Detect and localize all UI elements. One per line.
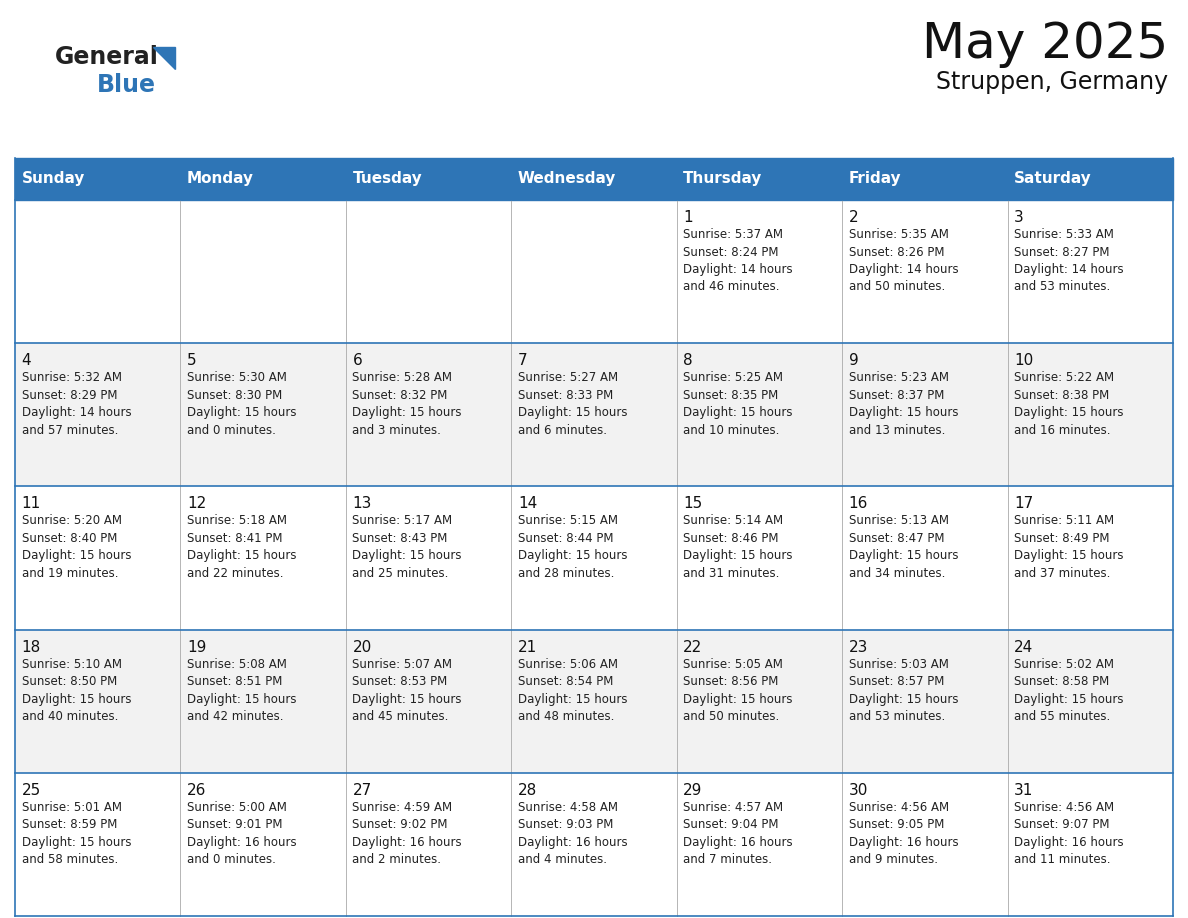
Text: Sunrise: 5:02 AM
Sunset: 8:58 PM
Daylight: 15 hours
and 55 minutes.: Sunrise: 5:02 AM Sunset: 8:58 PM Dayligh… [1015,657,1124,723]
Text: May 2025: May 2025 [922,20,1168,68]
Text: Sunrise: 4:57 AM
Sunset: 9:04 PM
Daylight: 16 hours
and 7 minutes.: Sunrise: 4:57 AM Sunset: 9:04 PM Dayligh… [683,800,792,867]
Text: 19: 19 [187,640,207,655]
Text: General: General [55,45,159,69]
Bar [15,773,1173,916]
Text: Wednesday: Wednesday [518,172,617,186]
Text: Sunrise: 5:11 AM
Sunset: 8:49 PM
Daylight: 15 hours
and 37 minutes.: Sunrise: 5:11 AM Sunset: 8:49 PM Dayligh… [1015,514,1124,580]
Polygon shape [153,47,175,69]
Text: Sunday: Sunday [21,172,86,186]
Text: Sunrise: 5:10 AM
Sunset: 8:50 PM
Daylight: 15 hours
and 40 minutes.: Sunrise: 5:10 AM Sunset: 8:50 PM Dayligh… [21,657,131,723]
Bar [15,343,1173,487]
Text: 12: 12 [187,497,207,511]
Text: 22: 22 [683,640,702,655]
Text: 2: 2 [848,210,859,225]
Text: Sunrise: 5:32 AM
Sunset: 8:29 PM
Daylight: 14 hours
and 57 minutes.: Sunrise: 5:32 AM Sunset: 8:29 PM Dayligh… [21,371,131,437]
Text: 29: 29 [683,783,703,798]
Text: 23: 23 [848,640,868,655]
Text: Sunrise: 5:15 AM
Sunset: 8:44 PM
Daylight: 15 hours
and 28 minutes.: Sunrise: 5:15 AM Sunset: 8:44 PM Dayligh… [518,514,627,580]
Text: 9: 9 [848,353,859,368]
Text: 15: 15 [683,497,702,511]
Text: Sunrise: 5:23 AM
Sunset: 8:37 PM
Daylight: 15 hours
and 13 minutes.: Sunrise: 5:23 AM Sunset: 8:37 PM Dayligh… [848,371,959,437]
Text: Thursday: Thursday [683,172,763,186]
Text: Sunrise: 5:27 AM
Sunset: 8:33 PM
Daylight: 15 hours
and 6 minutes.: Sunrise: 5:27 AM Sunset: 8:33 PM Dayligh… [518,371,627,437]
Text: 16: 16 [848,497,868,511]
Text: Sunrise: 5:33 AM
Sunset: 8:27 PM
Daylight: 14 hours
and 53 minutes.: Sunrise: 5:33 AM Sunset: 8:27 PM Dayligh… [1015,228,1124,294]
Text: Sunrise: 5:01 AM
Sunset: 8:59 PM
Daylight: 15 hours
and 58 minutes.: Sunrise: 5:01 AM Sunset: 8:59 PM Dayligh… [21,800,131,867]
Text: Sunrise: 5:20 AM
Sunset: 8:40 PM
Daylight: 15 hours
and 19 minutes.: Sunrise: 5:20 AM Sunset: 8:40 PM Dayligh… [21,514,131,580]
Text: 27: 27 [353,783,372,798]
Text: 14: 14 [518,497,537,511]
Text: Friday: Friday [848,172,902,186]
Text: 31: 31 [1015,783,1034,798]
Text: 5: 5 [187,353,197,368]
Text: 1: 1 [683,210,693,225]
Text: Sunrise: 5:05 AM
Sunset: 8:56 PM
Daylight: 15 hours
and 50 minutes.: Sunrise: 5:05 AM Sunset: 8:56 PM Dayligh… [683,657,792,723]
Text: 21: 21 [518,640,537,655]
Text: Sunrise: 4:56 AM
Sunset: 9:05 PM
Daylight: 16 hours
and 9 minutes.: Sunrise: 4:56 AM Sunset: 9:05 PM Dayligh… [848,800,959,867]
Text: 11: 11 [21,497,40,511]
Text: 18: 18 [21,640,40,655]
Text: Sunrise: 4:59 AM
Sunset: 9:02 PM
Daylight: 16 hours
and 2 minutes.: Sunrise: 4:59 AM Sunset: 9:02 PM Dayligh… [353,800,462,867]
Text: Sunrise: 5:18 AM
Sunset: 8:41 PM
Daylight: 15 hours
and 22 minutes.: Sunrise: 5:18 AM Sunset: 8:41 PM Dayligh… [187,514,297,580]
Text: Sunrise: 5:14 AM
Sunset: 8:46 PM
Daylight: 15 hours
and 31 minutes.: Sunrise: 5:14 AM Sunset: 8:46 PM Dayligh… [683,514,792,580]
Bar [15,487,1173,630]
Text: Monday: Monday [187,172,254,186]
Text: Sunrise: 5:06 AM
Sunset: 8:54 PM
Daylight: 15 hours
and 48 minutes.: Sunrise: 5:06 AM Sunset: 8:54 PM Dayligh… [518,657,627,723]
Text: Sunrise: 5:30 AM
Sunset: 8:30 PM
Daylight: 15 hours
and 0 minutes.: Sunrise: 5:30 AM Sunset: 8:30 PM Dayligh… [187,371,297,437]
Text: 24: 24 [1015,640,1034,655]
Text: Sunrise: 5:37 AM
Sunset: 8:24 PM
Daylight: 14 hours
and 46 minutes.: Sunrise: 5:37 AM Sunset: 8:24 PM Dayligh… [683,228,792,294]
Text: Sunrise: 5:28 AM
Sunset: 8:32 PM
Daylight: 15 hours
and 3 minutes.: Sunrise: 5:28 AM Sunset: 8:32 PM Dayligh… [353,371,462,437]
Bar [15,630,1173,773]
Text: 3: 3 [1015,210,1024,225]
Text: 8: 8 [683,353,693,368]
Text: Sunrise: 5:03 AM
Sunset: 8:57 PM
Daylight: 15 hours
and 53 minutes.: Sunrise: 5:03 AM Sunset: 8:57 PM Dayligh… [848,657,959,723]
Text: 26: 26 [187,783,207,798]
Text: 6: 6 [353,353,362,368]
Text: Saturday: Saturday [1015,172,1092,186]
Text: 7: 7 [518,353,527,368]
Text: Sunrise: 5:07 AM
Sunset: 8:53 PM
Daylight: 15 hours
and 45 minutes.: Sunrise: 5:07 AM Sunset: 8:53 PM Dayligh… [353,657,462,723]
Text: 13: 13 [353,497,372,511]
Text: Sunrise: 4:58 AM
Sunset: 9:03 PM
Daylight: 16 hours
and 4 minutes.: Sunrise: 4:58 AM Sunset: 9:03 PM Dayligh… [518,800,627,867]
Text: 25: 25 [21,783,40,798]
Text: Sunrise: 5:13 AM
Sunset: 8:47 PM
Daylight: 15 hours
and 34 minutes.: Sunrise: 5:13 AM Sunset: 8:47 PM Dayligh… [848,514,959,580]
Text: 4: 4 [21,353,31,368]
Text: Sunrise: 5:08 AM
Sunset: 8:51 PM
Daylight: 15 hours
and 42 minutes.: Sunrise: 5:08 AM Sunset: 8:51 PM Dayligh… [187,657,297,723]
Text: Sunrise: 5:00 AM
Sunset: 9:01 PM
Daylight: 16 hours
and 0 minutes.: Sunrise: 5:00 AM Sunset: 9:01 PM Dayligh… [187,800,297,867]
Text: Sunrise: 5:35 AM
Sunset: 8:26 PM
Daylight: 14 hours
and 50 minutes.: Sunrise: 5:35 AM Sunset: 8:26 PM Dayligh… [848,228,959,294]
Text: 28: 28 [518,783,537,798]
Bar [15,200,1173,343]
Text: Blue: Blue [97,73,156,97]
Text: 20: 20 [353,640,372,655]
Text: 10: 10 [1015,353,1034,368]
Text: Sunrise: 5:25 AM
Sunset: 8:35 PM
Daylight: 15 hours
and 10 minutes.: Sunrise: 5:25 AM Sunset: 8:35 PM Dayligh… [683,371,792,437]
Text: Sunrise: 5:22 AM
Sunset: 8:38 PM
Daylight: 15 hours
and 16 minutes.: Sunrise: 5:22 AM Sunset: 8:38 PM Dayligh… [1015,371,1124,437]
Text: Sunrise: 4:56 AM
Sunset: 9:07 PM
Daylight: 16 hours
and 11 minutes.: Sunrise: 4:56 AM Sunset: 9:07 PM Dayligh… [1015,800,1124,867]
Text: 17: 17 [1015,497,1034,511]
Text: Tuesday: Tuesday [353,172,422,186]
Bar [15,158,1173,200]
Text: Sunrise: 5:17 AM
Sunset: 8:43 PM
Daylight: 15 hours
and 25 minutes.: Sunrise: 5:17 AM Sunset: 8:43 PM Dayligh… [353,514,462,580]
Text: 30: 30 [848,783,868,798]
Text: Struppen, Germany: Struppen, Germany [936,70,1168,94]
